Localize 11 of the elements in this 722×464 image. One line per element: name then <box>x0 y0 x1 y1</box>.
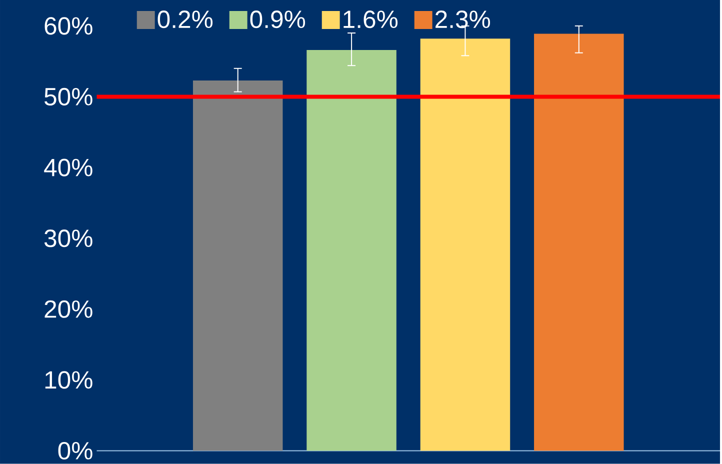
y-tick-label: 10% <box>45 371 92 389</box>
legend-label: 2.3% <box>436 10 490 28</box>
legend-label: 1.6% <box>344 10 398 28</box>
legend-label: 0.9% <box>250 10 306 28</box>
legend-label: 0.2% <box>158 10 213 28</box>
y-tick-label: 20% <box>44 300 92 318</box>
y-tick-label: 0% <box>58 442 92 460</box>
y-tick-label: 40% <box>44 158 92 176</box>
y-tick-label: 50% <box>44 88 92 106</box>
y-tick-label: 60% <box>44 17 92 35</box>
y-tick-label: 30% <box>44 230 92 248</box>
